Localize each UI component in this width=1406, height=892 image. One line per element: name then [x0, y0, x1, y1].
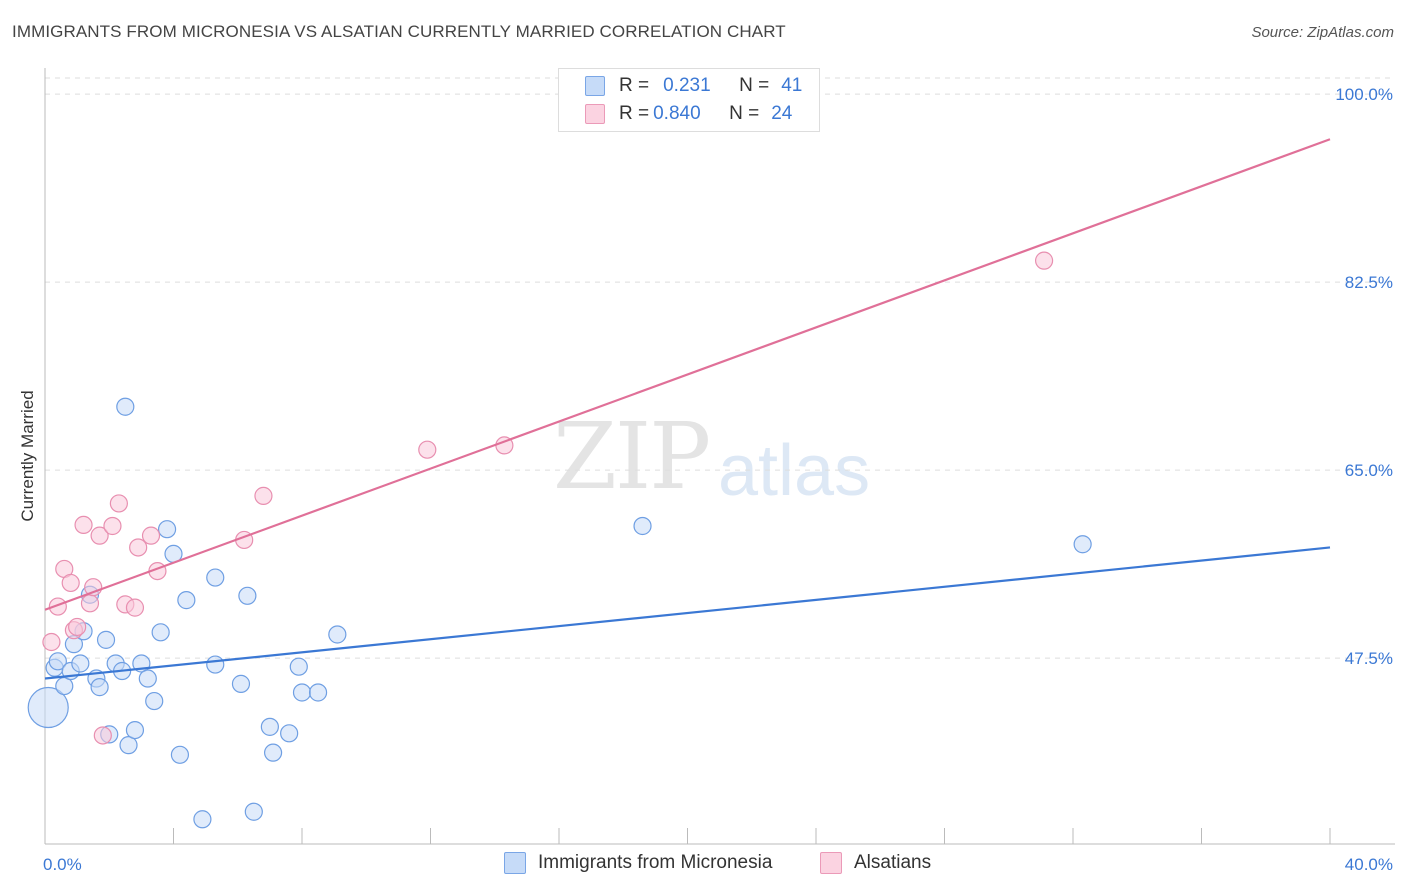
micronesia-point — [119, 736, 138, 755]
micronesia-point — [151, 623, 170, 642]
micronesia-legend-swatch — [504, 852, 526, 874]
alsatians-point — [90, 526, 109, 545]
n-label: N = — [739, 75, 770, 96]
micronesia-point — [206, 655, 225, 674]
micronesia-point — [125, 720, 145, 740]
micronesia-point — [238, 586, 257, 605]
micronesia-point — [633, 516, 652, 536]
legend-label-alsatians: Alsatians — [854, 852, 932, 873]
micronesia-point — [280, 724, 299, 743]
micronesia-point — [193, 810, 212, 829]
r-value: 0.840 — [653, 103, 701, 124]
micronesia-point — [1073, 535, 1092, 554]
micronesia-point — [116, 397, 135, 416]
micronesia-point — [292, 683, 312, 702]
alsatians-point — [254, 486, 273, 505]
stats-legend: R = 0.231 N = 41 R = 0.840 N = 24 — [558, 68, 820, 132]
alsatians-point — [68, 617, 87, 637]
chart-title: IMMIGRANTS FROM MICRONESIA VS ALSATIAN C… — [12, 22, 786, 41]
legend-label-micronesia: Immigrants from Micronesia — [538, 852, 773, 873]
legend-item-alsatians[interactable]: Alsatians — [820, 852, 931, 874]
alsatians-point — [129, 538, 148, 557]
n-value: 41 — [781, 75, 803, 96]
y-tick-label: 47.5% — [1345, 649, 1393, 668]
alsatians-point — [93, 726, 112, 745]
micronesia-point — [145, 691, 164, 711]
micronesia-point — [55, 676, 74, 696]
n-value: 24 — [771, 103, 793, 124]
micronesia-point — [308, 683, 328, 702]
y-tick-label: 65.0% — [1345, 461, 1393, 480]
watermark-zip: ZIP — [553, 403, 711, 510]
stats-legend-row-alsatians: R = 0.840 N = 24 — [585, 101, 792, 127]
micronesia-point — [328, 625, 347, 644]
alsatians-trend-line — [44, 138, 1331, 611]
micronesia-point — [170, 745, 190, 764]
series-legend: Immigrants from Micronesia Alsatians — [0, 852, 1406, 878]
alsatians-legend-swatch — [820, 852, 842, 874]
alsatians-point — [42, 632, 61, 652]
micronesia-point — [289, 657, 308, 676]
alsatians-point — [61, 573, 80, 593]
micronesia-trend-line — [44, 546, 1331, 680]
alsatians-point — [74, 515, 93, 535]
alsatians-point — [141, 526, 161, 545]
micronesia-point — [138, 669, 157, 688]
micronesia-swatch — [585, 76, 605, 96]
alsatians-point — [103, 516, 122, 536]
legend-item-micronesia[interactable]: Immigrants from Micronesia — [504, 852, 772, 874]
alsatians-point — [1034, 251, 1054, 270]
alsatians-swatch — [585, 104, 605, 124]
r-value: 0.231 — [663, 75, 711, 96]
micronesia-point — [263, 743, 283, 762]
y-tick-label: 82.5% — [1345, 273, 1393, 292]
alsatians-point — [418, 440, 437, 459]
micronesia-point — [71, 654, 90, 673]
micronesia-point — [90, 678, 109, 697]
micronesia-point — [206, 568, 225, 587]
stats-legend-row-micronesia: R = 0.231 N = 41 — [585, 73, 802, 99]
x-tick-label: 40.0% — [1345, 855, 1393, 874]
alsatians-point — [125, 598, 145, 617]
x-tick-label: 0.0% — [43, 855, 82, 874]
micronesia-point — [244, 802, 263, 821]
alsatians-point — [109, 494, 128, 513]
micronesia-point — [96, 630, 116, 649]
micronesia-point — [27, 686, 69, 729]
y-tick-label: 100.0% — [1335, 85, 1393, 104]
n-label: N = — [729, 103, 760, 124]
r-label: R = — [619, 103, 650, 124]
micronesia-point — [157, 520, 177, 539]
micronesia-point — [231, 674, 251, 693]
micronesia-point — [177, 591, 196, 610]
micronesia-point — [260, 717, 279, 736]
alsatians-point — [80, 594, 100, 613]
y-axis-label: Currently Married — [18, 390, 37, 522]
r-label: R = — [619, 75, 650, 96]
micronesia-point — [48, 652, 67, 671]
source-label: Source: ZipAtlas.com — [1251, 24, 1394, 41]
watermark-atlas: atlas — [718, 431, 871, 511]
alsatians-point — [48, 597, 67, 616]
